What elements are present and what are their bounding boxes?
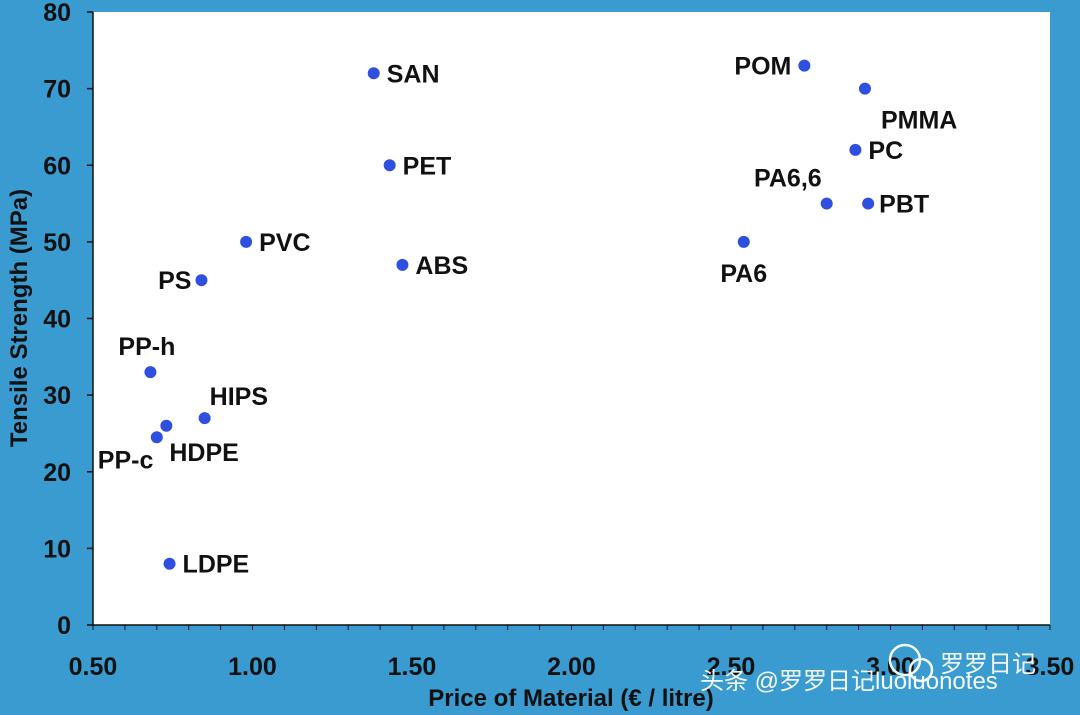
point-label: PET	[403, 152, 452, 180]
y-tick-label: 50	[43, 229, 71, 257]
y-tick-label: 70	[43, 76, 71, 104]
x-tick-label: 1.50	[388, 653, 437, 681]
point-label: HIPS	[210, 383, 268, 411]
point-pom	[798, 59, 811, 72]
x-tick-label: 2.50	[707, 653, 756, 681]
y-tick-label: 60	[43, 152, 71, 180]
point-label: POM	[734, 53, 791, 81]
point-label: PA6,6	[754, 165, 822, 193]
x-tick-label: 2.00	[547, 653, 596, 681]
y-tick-label: 30	[43, 382, 71, 410]
point-label: SAN	[387, 60, 440, 88]
point-label: PC	[868, 137, 903, 165]
point-label: ABS	[415, 252, 468, 280]
point-ldpe	[163, 557, 176, 570]
point-pp-h	[144, 366, 157, 379]
point-hdpe	[160, 419, 173, 432]
x-tick-label: 1.00	[228, 653, 277, 681]
point-pvc	[240, 235, 253, 248]
point-label: PA6	[720, 260, 767, 288]
point-label: PVC	[259, 229, 310, 257]
point-pmma	[858, 82, 871, 95]
point-san	[367, 67, 380, 80]
x-tick-labels: 0.50 1.00 1.50 2.00 2.50 3.00 3.50	[69, 653, 1075, 681]
point-label: PP-c	[98, 446, 154, 474]
y-tick-label: 20	[43, 459, 71, 487]
y-tick-label: 80	[43, 0, 71, 27]
point-label: PMMA	[881, 107, 957, 135]
point-pc	[849, 143, 862, 156]
x-axis-title: Price of Material (€ / litre)	[428, 685, 713, 712]
point-hips	[198, 412, 211, 425]
point-pet	[383, 159, 396, 172]
watermark: 罗罗日记 头条 @罗罗日记luoluonotes	[700, 643, 1036, 695]
x-tick-label: 0.50	[69, 653, 118, 681]
y-tick-label: 0	[57, 612, 71, 640]
plot-area	[93, 12, 1050, 625]
watermark-left-text: 头条 @罗罗日记luoluonotes	[700, 668, 998, 695]
y-axis-title: Tensile Strength (MPa)	[6, 189, 33, 447]
point-ps	[195, 274, 208, 287]
y-tick-label: 40	[43, 306, 71, 334]
point-label: HDPE	[169, 439, 238, 467]
wechat-icon	[888, 643, 934, 683]
y-tick-labels: 0 10 20 30 40 50 60 70 80	[43, 0, 71, 640]
data-labels: SAN POM PMMA PET PC PA6,6 PBT PVC PA6 ABS PS PP-h HI…	[98, 53, 958, 579]
x-tick-label: 3.50	[1026, 653, 1075, 681]
axes	[87, 11, 1051, 630]
data-points	[144, 59, 875, 570]
point-label: LDPE	[183, 551, 250, 579]
y-tick-label: 10	[43, 535, 71, 563]
point-label: PBT	[879, 191, 929, 219]
point-pp-c	[150, 431, 163, 444]
point-label: PP-h	[118, 333, 175, 361]
point-abs	[396, 258, 409, 271]
point-pa6-6	[820, 197, 833, 210]
point-pa6	[737, 235, 750, 248]
point-label: PS	[158, 267, 191, 295]
watermark-right-text: 罗罗日记	[940, 651, 1036, 678]
point-pbt	[862, 197, 875, 210]
